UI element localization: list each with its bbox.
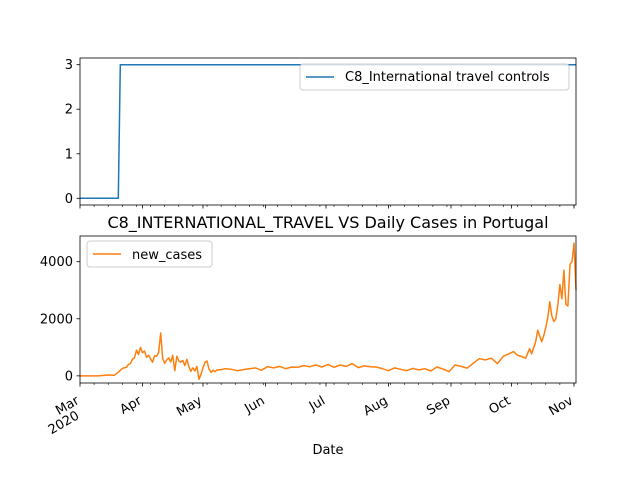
bottom-subplot: C8_INTERNATIONAL_TRAVEL VS Daily Cases i… [40,213,577,458]
bottom-series-group [80,242,577,381]
bottom-legend-label: new_cases [132,248,202,263]
top-x-ticks [79,205,575,209]
bottom-plot-frame [79,235,577,384]
x-tick-label: Jul [306,393,328,414]
top-y-tick-label: 2 [65,103,73,118]
x-axis-label: Date [312,443,343,458]
top-legend-box [299,63,570,91]
chart-title: C8_INTERNATIONAL_TRAVEL VS Daily Cases i… [107,213,548,233]
bottom-legend-box [86,240,213,268]
bottom-y-tick-label: 4000 [40,255,73,270]
bottom-series-line-0 [80,242,577,381]
top-subplot: 0 1 2 3 C8_International travel controls [65,57,577,209]
bottom-y-tick-label: 2000 [40,312,73,327]
top-y-tick-label: 0 [65,192,73,207]
bottom-y-ticks: 0 2000 4000 [40,255,80,384]
top-legend-label: C8_International travel controls [345,70,550,85]
top-y-ticks: 0 1 2 3 [65,58,80,207]
top-y-tick-label: 3 [65,58,73,73]
top-legend: C8_International travel controls [299,63,570,91]
bottom-y-tick-label: 0 [65,369,73,384]
top-plot-frame [79,57,577,206]
top-y-tick-label: 1 [65,147,73,162]
bottom-legend: new_cases [86,240,213,268]
